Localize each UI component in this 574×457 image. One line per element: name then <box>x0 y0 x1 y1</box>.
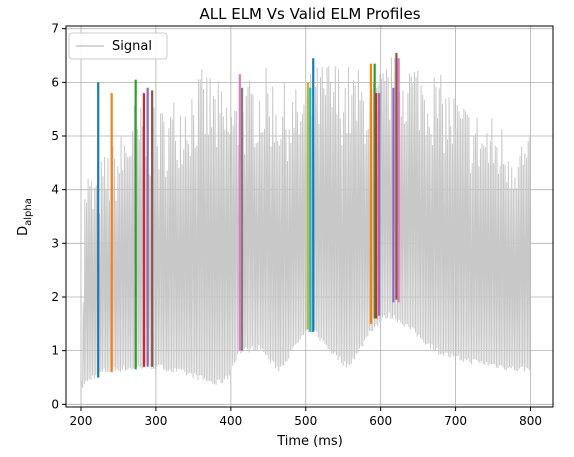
elm-profiles <box>97 52 400 378</box>
chart-title: ALL ELM Vs Valid ELM Profiles <box>199 5 420 23</box>
y-tick-label: 4 <box>51 183 59 197</box>
y-tick-label: 5 <box>51 129 59 143</box>
legend: Signal <box>68 32 168 60</box>
y-tick-label: 7 <box>51 22 59 36</box>
plot-frame <box>65 25 554 408</box>
x-tick-label: 800 <box>519 414 542 428</box>
signal-line <box>80 55 531 389</box>
y-axis-label: Dalpha <box>16 198 34 236</box>
x-tick-label: 200 <box>70 414 93 428</box>
y-axis-label-main: D <box>16 226 31 236</box>
y-tick-label: 6 <box>51 75 59 89</box>
signal-series <box>80 55 531 389</box>
x-tick-label: 600 <box>369 414 392 428</box>
x-tick-label: 400 <box>219 414 242 428</box>
legend-label-signal: Signal <box>112 39 152 54</box>
x-tick-label: 700 <box>444 414 467 428</box>
y-axis-label-sub: alpha <box>23 198 34 226</box>
y-tick-label: 1 <box>51 344 59 358</box>
legend-box <box>68 32 168 60</box>
y-tick-label: 2 <box>51 290 59 304</box>
x-axis-label: Time (ms) <box>276 434 343 449</box>
y-tick-label: 3 <box>51 236 59 250</box>
x-tick-label: 300 <box>144 414 167 428</box>
x-ticks: 200 300 400 500 600 700 800 <box>70 407 542 428</box>
y-ticks: 0 1 2 3 4 5 6 7 <box>51 22 66 411</box>
y-tick-label: 0 <box>51 397 59 411</box>
x-tick-label: 500 <box>294 414 317 428</box>
